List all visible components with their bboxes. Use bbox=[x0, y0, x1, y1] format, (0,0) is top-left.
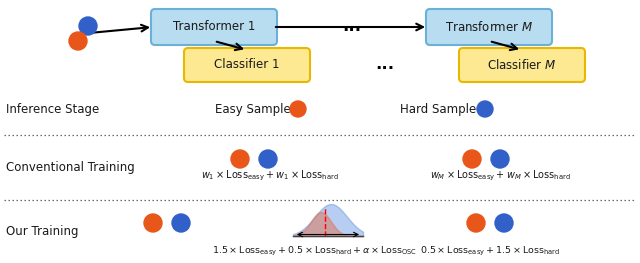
FancyBboxPatch shape bbox=[151, 9, 277, 45]
Circle shape bbox=[463, 150, 481, 168]
Circle shape bbox=[79, 17, 97, 35]
Text: Our Training: Our Training bbox=[6, 225, 79, 237]
Text: ...: ... bbox=[342, 17, 361, 35]
Text: $w_M\times\mathrm{Loss}_{\mathrm{easy}} + w_M\times\mathrm{Loss}_{\mathrm{hard}}: $w_M\times\mathrm{Loss}_{\mathrm{easy}} … bbox=[429, 169, 570, 183]
Text: ...: ... bbox=[375, 55, 394, 73]
Circle shape bbox=[69, 32, 87, 50]
Circle shape bbox=[491, 150, 509, 168]
Circle shape bbox=[172, 214, 190, 232]
Text: Easy Sample: Easy Sample bbox=[215, 103, 291, 115]
Text: Transformer 1: Transformer 1 bbox=[173, 21, 255, 33]
Text: Classifier 1: Classifier 1 bbox=[214, 58, 280, 72]
Text: $w_1\times\mathrm{Loss}_{\mathrm{easy}} + w_1\times\mathrm{Loss}_{\mathrm{hard}}: $w_1\times\mathrm{Loss}_{\mathrm{easy}} … bbox=[201, 169, 339, 183]
Text: $1.5\times\mathrm{Loss}_{\mathrm{easy}} + 0.5\times\mathrm{Loss}_{\mathrm{hard}}: $1.5\times\mathrm{Loss}_{\mathrm{easy}} … bbox=[212, 244, 417, 257]
Circle shape bbox=[467, 214, 485, 232]
Text: Hard Sample: Hard Sample bbox=[400, 103, 476, 115]
Circle shape bbox=[495, 214, 513, 232]
Text: Conventional Training: Conventional Training bbox=[6, 160, 135, 174]
FancyBboxPatch shape bbox=[459, 48, 585, 82]
Text: Classifier $M$: Classifier $M$ bbox=[488, 58, 557, 72]
FancyBboxPatch shape bbox=[184, 48, 310, 82]
Circle shape bbox=[144, 214, 162, 232]
Text: Inference Stage: Inference Stage bbox=[6, 103, 99, 115]
Circle shape bbox=[259, 150, 277, 168]
Circle shape bbox=[477, 101, 493, 117]
FancyBboxPatch shape bbox=[426, 9, 552, 45]
Text: Transformer $M$: Transformer $M$ bbox=[445, 20, 533, 34]
Circle shape bbox=[231, 150, 249, 168]
Text: $0.5\times\mathrm{Loss}_{\mathrm{easy}} + 1.5\times\mathrm{Loss}_{\mathrm{hard}}: $0.5\times\mathrm{Loss}_{\mathrm{easy}} … bbox=[420, 244, 560, 257]
Circle shape bbox=[290, 101, 306, 117]
